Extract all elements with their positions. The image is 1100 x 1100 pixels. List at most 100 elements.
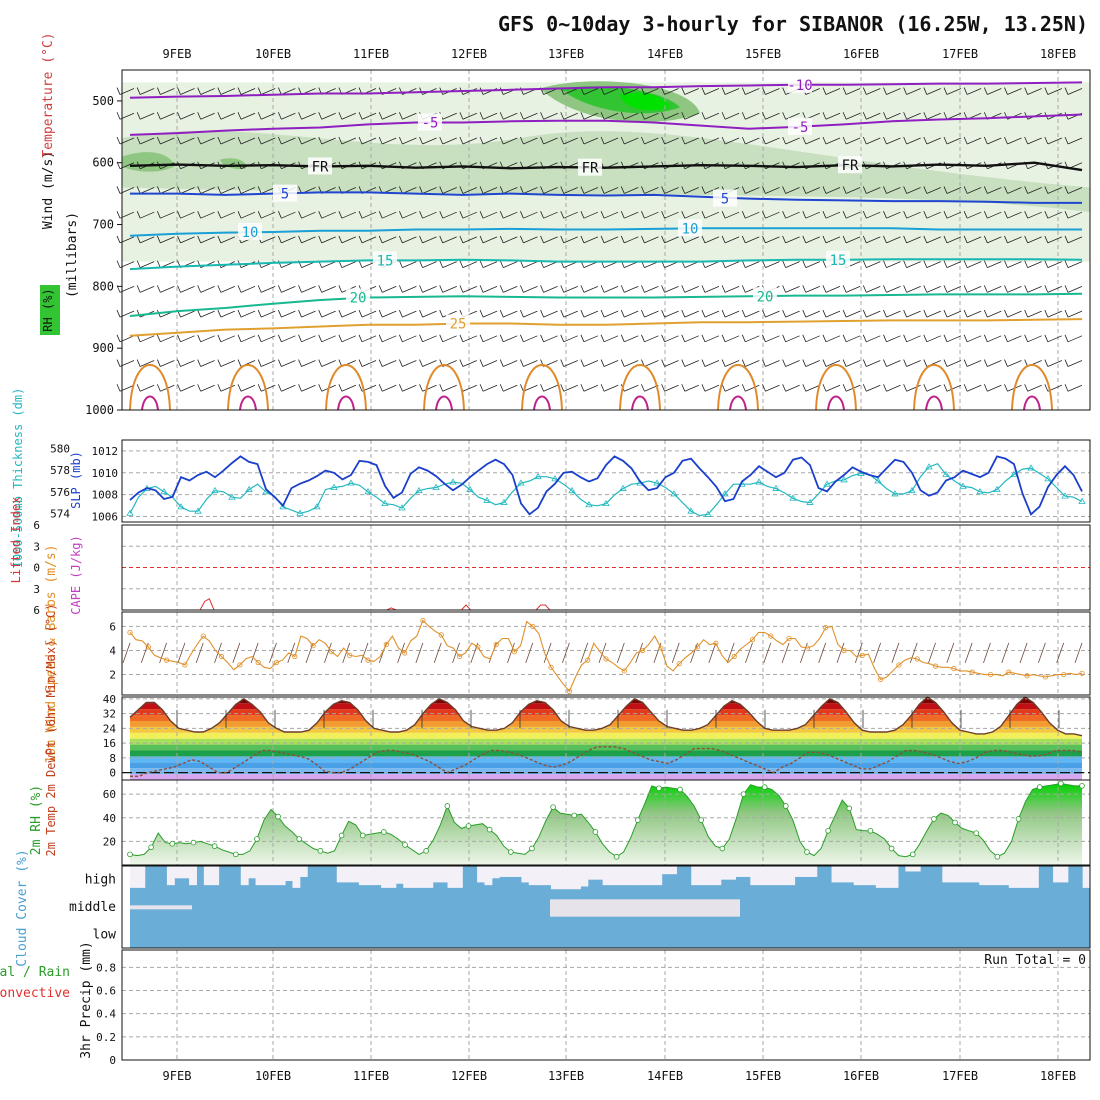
- wind-barb-flag: [1004, 87, 1008, 95]
- wind-barb-flag: [1024, 285, 1029, 293]
- panel-thickness-slp: 574 576 578 580 1006 1008 1010 1012 1000-500mb T…: [11, 388, 1091, 568]
- wind-barb: [886, 285, 901, 293]
- wind-barb-10m: [342, 642, 351, 664]
- temp-band: [130, 732, 1082, 739]
- wind-barb: [402, 310, 417, 318]
- wind-barb-flag: [116, 87, 121, 95]
- cloud-high-gap: [410, 866, 419, 888]
- wind-barb: [200, 211, 215, 219]
- wind-barb: [785, 285, 800, 293]
- cloud-high-gap: [853, 866, 862, 886]
- cloud-high-gap: [691, 866, 700, 886]
- wind-barb: [624, 187, 639, 194]
- wind-barb: [946, 285, 962, 293]
- wind-barb-flag: [762, 260, 766, 268]
- wind-barb: [543, 137, 558, 145]
- cloud-high-gap: [299, 866, 308, 877]
- wind-barb-flag: [1044, 235, 1049, 244]
- wind-barb: [644, 112, 659, 120]
- cloud-high-gap: [477, 866, 485, 883]
- wind-barb: [1027, 187, 1042, 194]
- wind-barb-10m: [671, 642, 680, 664]
- wind-barb: [442, 261, 457, 269]
- wind-barb-flag: [277, 384, 282, 392]
- wind-barb: [704, 384, 720, 392]
- wind-barb-flag: [641, 186, 645, 194]
- wind-barb-flag: [701, 359, 706, 367]
- wind-barb: [422, 360, 437, 367]
- wind-barb-flag: [822, 260, 827, 268]
- warm-loop-orange: [619, 364, 661, 411]
- thickness-marker: [381, 499, 389, 507]
- rh-marker: [783, 803, 789, 809]
- wind-barb: [684, 211, 699, 219]
- wind-barb-flag: [701, 285, 706, 293]
- wind-barb: [1007, 137, 1022, 145]
- wind-speed-marker: [383, 641, 389, 648]
- wind-barb-flag: [237, 211, 242, 219]
- wind-barb-flag: [983, 309, 988, 318]
- wind-barb-flag: [459, 334, 464, 342]
- wind-barb-flag: [520, 334, 524, 342]
- wind-barb-flag: [741, 186, 746, 194]
- wind-barb-10m: [946, 642, 955, 664]
- wind-barb-flag: [1044, 136, 1049, 145]
- wind-barb: [200, 335, 215, 343]
- wind-barb: [926, 187, 941, 194]
- wind-barb-flag: [701, 112, 706, 120]
- wind-speed-marker: [1061, 671, 1067, 678]
- wind-barb-flag: [298, 285, 302, 293]
- wind-barb-flag: [358, 334, 363, 342]
- wind-barb-flag: [923, 309, 928, 318]
- wind-barb-flag: [842, 112, 847, 120]
- wind-barb: [523, 360, 538, 367]
- wind-barb-flag: [983, 285, 988, 293]
- wind-barb: [644, 360, 659, 367]
- wind-barb-flag: [399, 384, 403, 392]
- wind-barb-flag: [1004, 235, 1008, 244]
- temp-band: [130, 738, 1082, 745]
- wind-barb: [724, 384, 740, 392]
- cloud-high-gap: [388, 866, 397, 888]
- wind-barb: [341, 261, 357, 269]
- wind-barb: [785, 187, 800, 194]
- wind-barb-flag: [237, 384, 242, 392]
- wind-barb: [906, 211, 921, 219]
- wind-barb: [724, 112, 740, 120]
- wind-barb-flag: [318, 285, 323, 293]
- wind-barb: [200, 360, 215, 367]
- wind-barb: [442, 112, 457, 120]
- cloud-high-gap: [366, 866, 375, 886]
- wind-barb: [543, 384, 558, 392]
- wind-barb: [603, 88, 619, 95]
- wind-barb-flag: [419, 87, 423, 95]
- wind-barb: [866, 112, 881, 120]
- wind-barb: [200, 137, 215, 145]
- thickness-marker: [942, 470, 950, 477]
- wind-barb: [966, 236, 982, 244]
- wind-barb-flag: [862, 359, 867, 367]
- rh-marker: [317, 848, 324, 854]
- wind-barb-flag: [257, 112, 262, 120]
- wind-barb: [442, 211, 457, 219]
- wind-barb-flag: [862, 285, 867, 293]
- wind-speed-marker: [1079, 670, 1085, 676]
- wind-barb-flag: [923, 211, 928, 219]
- wind-barb: [946, 236, 962, 244]
- wind-barb-flag: [520, 309, 524, 318]
- wind-barb-flag: [177, 211, 181, 219]
- wind-barb: [765, 187, 780, 194]
- wind-barb: [563, 261, 578, 269]
- rh-marker: [888, 845, 895, 852]
- cloud-high-gap: [742, 866, 751, 877]
- wind-barb: [987, 137, 1002, 145]
- wind-barb: [765, 112, 780, 120]
- cloud-high-gap: [285, 866, 293, 882]
- wind-barb: [583, 285, 599, 293]
- wind-barb-10m: [507, 642, 515, 664]
- warm-loop-magenta: [141, 395, 159, 411]
- y-tick-label: 800: [92, 279, 114, 293]
- wind-barb: [805, 88, 820, 95]
- wind-barb: [180, 187, 195, 194]
- wind-barb: [140, 187, 155, 194]
